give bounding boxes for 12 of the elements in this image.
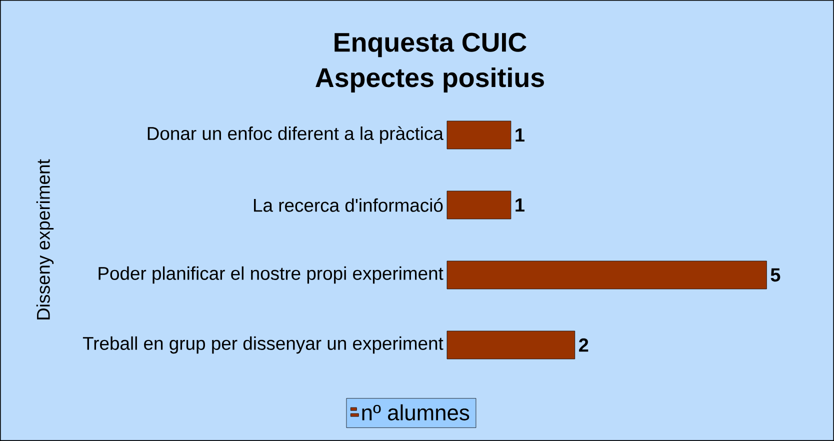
chart-subtitle: Aspectes positius — [316, 67, 544, 93]
data-label: 2 — [579, 338, 588, 352]
legend-label: nº alumnes — [362, 404, 470, 420]
data-label: 1 — [516, 128, 524, 142]
y-axis-title: Disseny experiment — [36, 159, 54, 320]
data-label: 5 — [770, 268, 780, 282]
data-label: 1 — [516, 198, 524, 212]
y-tick-label: La recerca d'informació — [254, 198, 443, 212]
y-tick-label: Poder planificar el nostre propi experiment — [98, 266, 444, 284]
y-tick-label: Donar un enfoc diferent a la pràctica — [148, 126, 444, 144]
chart-title: Enquesta CUIC — [334, 32, 526, 58]
y-tick-label: Treball en grup per dissenyar un experiment — [82, 336, 444, 354]
